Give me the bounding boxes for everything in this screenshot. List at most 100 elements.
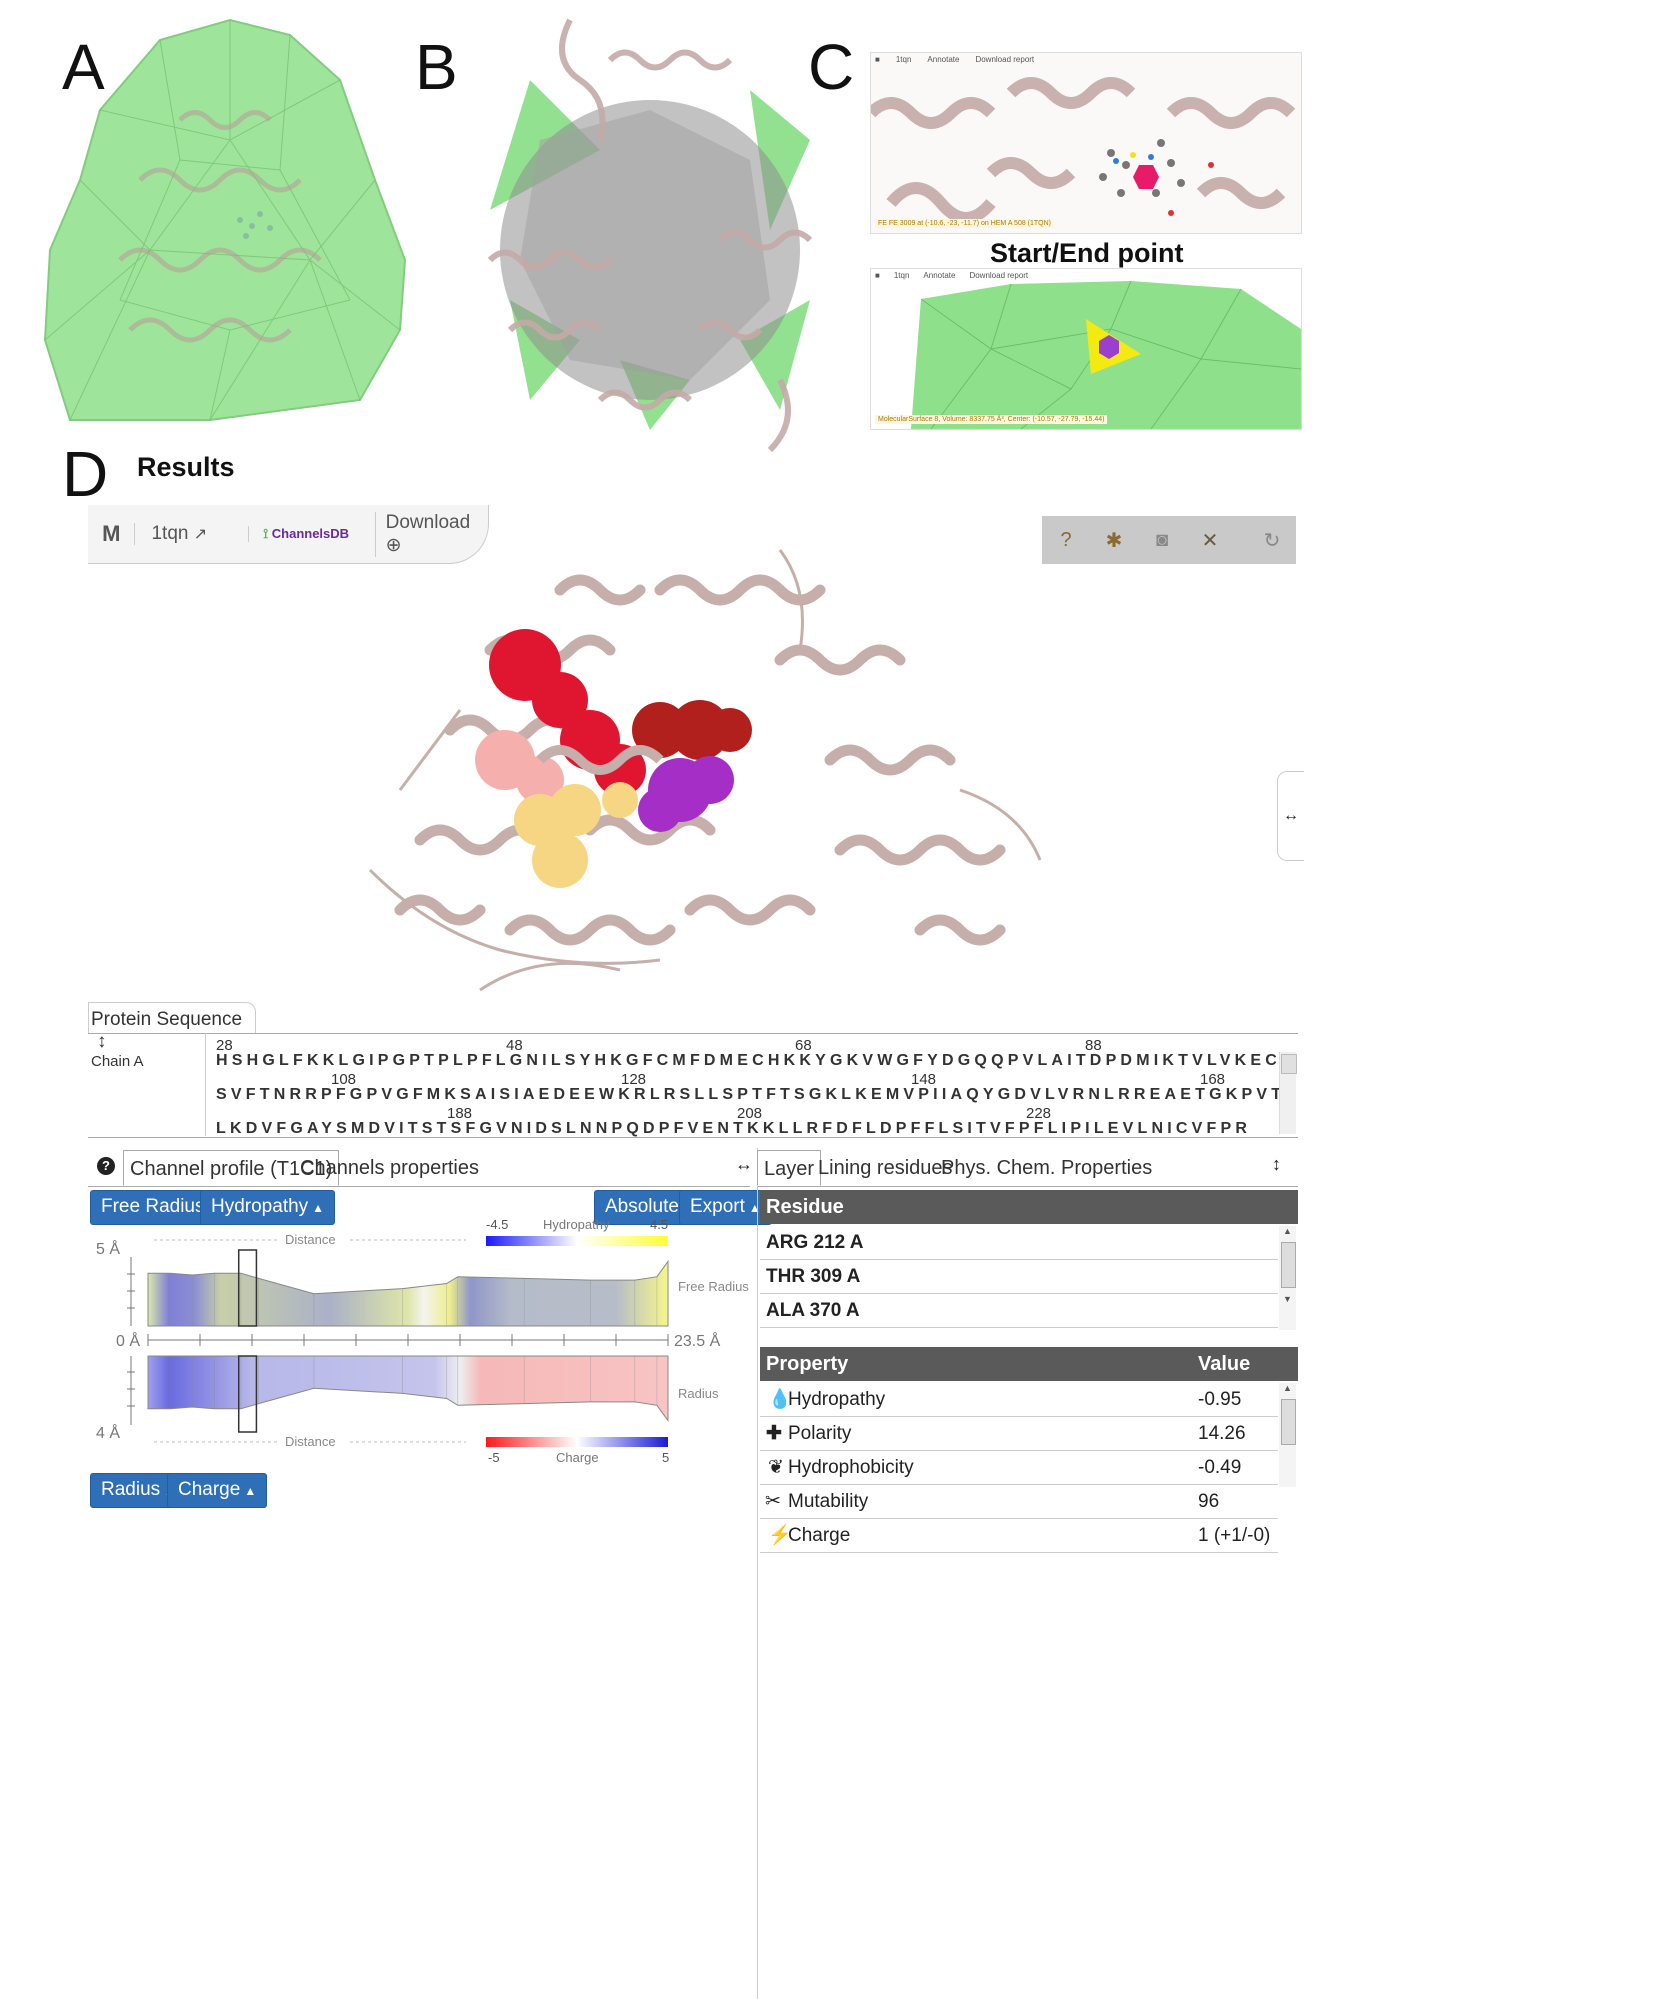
sequence-line[interactable]: LKDVFGAYSMDVITSTSFGVNIDSLNNPQDPFVENTKKLL… [216,1120,1252,1137]
scroll-up-icon[interactable]: ▲ [1283,1226,1292,1236]
property-row[interactable]: 💧 Hydropathy -0.95 [760,1383,1278,1417]
channelsdb-link[interactable]: ⟟ ChannelsDB [248,526,374,542]
free-radius-label: Free Radius [101,1196,205,1217]
property-row[interactable]: ✂ Mutability 96 [760,1485,1278,1519]
property-name: Hydropathy [788,1389,886,1410]
caret-up-icon: ▲ [748,1201,761,1215]
grid-lines [169,1273,658,1409]
tools-icon[interactable]: ✕ [1186,516,1234,564]
protein-sequence-label: Protein Sequence [91,1009,243,1030]
selected-layer-highlight-upper[interactable] [237,1249,258,1327]
residue-row[interactable]: ALA 370 A [760,1294,1278,1328]
panel-c-bottom-surface [911,280,1301,429]
bolt-icon: ⚡ [768,1525,792,1546]
property-name: Charge [788,1525,851,1546]
download-button[interactable]: Download ⊕ [374,511,488,557]
hydropathy-min-label: -4.5 [486,1217,508,1232]
tab-layer[interactable]: Layer [757,1150,822,1186]
resize-vertical-icon[interactable]: ↕ [1272,1154,1281,1174]
tab-phys-chem-properties[interactable]: Phys. Chem. Properties [941,1157,1153,1179]
drop-icon: 💧 [768,1389,792,1410]
reset-icon[interactable]: ↻ [1248,516,1296,564]
property-column-header[interactable]: Property [766,1353,849,1375]
residue-row[interactable]: ARG 212 A [760,1226,1278,1260]
help-icon[interactable]: ? [97,1157,115,1175]
seq-number: 68 [795,1037,812,1054]
property-name: Mutability [788,1491,869,1512]
tab-protein-sequence[interactable]: Protein Sequence ↕ [88,1002,256,1052]
c-top-download-link[interactable]: Download report [975,55,1035,64]
residue-table-body: ARG 212 A THR 309 A ALA 370 A [760,1226,1278,1328]
absolute-label: Absolute [605,1196,679,1217]
property-row[interactable]: ❦ Hydrophobicity -0.49 [760,1451,1278,1485]
chain-label: Chain A [91,1053,144,1070]
scroll-down-icon[interactable]: ▼ [1283,1294,1292,1304]
download-label: Download [385,511,471,533]
selected-layer-highlight-lower[interactable] [237,1355,258,1433]
residue-scrollbar[interactable]: ▲ ▼ [1279,1226,1296,1330]
sequence-line[interactable]: SVFTNRRPFGPVGFMKSAISIAEDEEWKRLRSLLSPTFTS… [216,1086,1286,1103]
channelsdb-label: ChannelsDB [271,526,350,541]
property-row[interactable]: ⚡ Charge 1 (+1/-0) [760,1519,1278,1553]
hydropathy-label: Hydropathy [211,1196,309,1217]
hydropathy-max-label: 4.5 [650,1217,668,1232]
settings-icon[interactable]: ✱ [1090,516,1138,564]
property-scrollbar[interactable]: ▲ [1279,1383,1296,1487]
property-value: -0.95 [1198,1389,1242,1410]
sequence-divider [205,1033,206,1136]
scrollbar-thumb[interactable] [1281,1054,1297,1074]
upper-y-ticks [127,1273,135,1309]
panel-a-surface-image [43,18,407,421]
resize-vertical-icon: ↕ [97,1031,107,1052]
seq-number: 148 [911,1071,937,1088]
panel-c-top-toolbar: ■ 1tqn Annotate Download report [875,55,1034,64]
x-tick-max: 23.5 Å [674,1331,721,1350]
c-bottom-download-link[interactable]: Download report [969,271,1029,280]
caret-up-icon: ▲ [244,1484,257,1498]
sequence-line[interactable]: HSHGLFKKLGIPGPTPLPFLGNILSYHKGFCMFDMECHKK… [216,1052,1296,1069]
panel-c-top-viewer: ■ 1tqn Annotate Download report FE FE 30… [870,52,1302,234]
residue-row[interactable]: THR 309 A [760,1260,1278,1294]
tab-channel-profile[interactable]: Channel profile (T1C1) [123,1150,340,1186]
sequence-scrollbar[interactable] [1279,1052,1297,1134]
scrollbar-thumb[interactable] [1281,1399,1296,1445]
c-bottom-pdb-link[interactable]: 1tqn [893,271,910,280]
seq-number: 208 [737,1105,763,1122]
c-top-annotate-link[interactable]: Annotate [927,55,960,64]
c-top-pdb-link[interactable]: 1tqn [895,55,912,64]
scroll-up-icon[interactable]: ▲ [1283,1383,1292,1393]
caret-up-icon: ▲ [312,1201,325,1215]
tint-icon: ❦ [768,1457,784,1478]
channel-profile-chart[interactable]: -4.5 Hydropathy 4.5 Distance 5 Å Free Ra… [88,1212,758,1474]
export-dropdown[interactable]: Export ▲ [679,1190,772,1225]
camera-icon[interactable]: ◙ [1138,516,1186,564]
free-radius-area[interactable] [147,1259,669,1327]
channelsdb-logo-icon: ⟟ [263,526,269,541]
expand-horizontal-icon[interactable]: ↔ [735,1154,753,1174]
pdb-link[interactable]: 1tqn ↗ [134,523,248,545]
charge-max-label: 5 [662,1450,669,1465]
distance-label-top: Distance [285,1232,336,1247]
property-row[interactable]: ✚ Polarity 14.26 [760,1417,1278,1451]
panel-c-top-ribbons [871,77,1296,224]
value-column-header[interactable]: Value [1198,1353,1251,1375]
lower-y-ticks [127,1371,135,1407]
radius-area[interactable] [147,1355,669,1423]
tab-channels-properties[interactable]: Channels properties [300,1157,479,1179]
c-bottom-annotate-link[interactable]: Annotate [923,271,956,280]
residue-table-header[interactable]: Residue [760,1190,1298,1224]
panel-label-c: C [808,31,855,103]
help-icon[interactable]: ? [1042,516,1090,564]
scrollbar-thumb[interactable] [1281,1242,1296,1288]
charge-dropdown[interactable]: Charge ▲ [167,1473,268,1508]
tab-lining-residues[interactable]: Lining residues [818,1157,953,1179]
c-top-status: FE FE 3009 at (-10.6, -23, -11.7) on HEM… [875,219,1055,228]
distance-label-bottom: Distance [285,1434,336,1449]
hydropathy-dropdown[interactable]: Hydropathy ▲ [200,1190,336,1225]
property-name: Polarity [788,1423,852,1444]
lower-series-label: Radius [678,1386,719,1401]
download-icon: ⊕ [385,534,402,556]
seq-number: 28 [216,1037,233,1054]
seq-number: 168 [1200,1071,1226,1088]
side-panel-toggle[interactable]: ↔ [1277,771,1304,861]
